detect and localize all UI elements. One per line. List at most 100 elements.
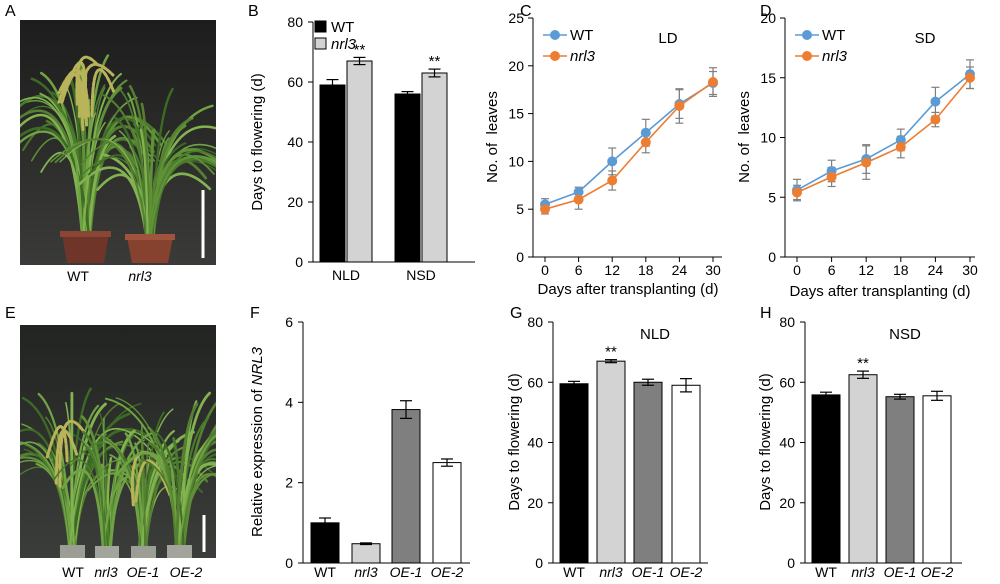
chart-panel-c: 0 5 10 15 20 25 No. of leaves C LD 0 6 12 18 24 30 Days… <box>484 3 722 298</box>
bar <box>596 360 626 564</box>
bar <box>351 543 381 564</box>
y-tick-label: 15 <box>760 70 776 86</box>
pots <box>60 231 175 263</box>
significance-mark: ** <box>354 41 366 58</box>
y-axis-label: No. of leaves <box>484 91 501 183</box>
y-tick-label: 0 <box>516 249 524 265</box>
x-tick-label: 0 <box>541 262 549 278</box>
y-tick-label: 20 <box>779 495 795 511</box>
data-point <box>640 137 651 148</box>
data-point <box>895 134 906 145</box>
y-tick-label: 0 <box>285 555 293 571</box>
bar <box>922 395 952 564</box>
category-label: OE-2 <box>921 564 954 580</box>
category-label: WT <box>314 564 336 580</box>
data-point <box>895 142 906 153</box>
panel-letter: G <box>510 305 522 322</box>
significance-mark: ** <box>429 53 441 70</box>
bar <box>885 396 915 564</box>
bar <box>310 522 340 564</box>
y-tick-label: 4 <box>285 394 293 410</box>
leaf <box>58 111 84 240</box>
category-label: nrl3 <box>599 564 623 580</box>
y-axis-label-text: Relative expression of <box>249 389 266 537</box>
legend-swatch <box>314 37 327 50</box>
data-point <box>861 157 872 168</box>
legend-marker <box>550 30 560 40</box>
panel-letter: B <box>248 3 259 20</box>
category-label: OE-1 <box>632 564 665 580</box>
significance-mark: ** <box>857 355 869 372</box>
chart-title: LD <box>658 30 677 47</box>
category-label: nrl3 <box>851 564 875 580</box>
bar <box>671 384 701 564</box>
photo-label-oe1: OE-1 <box>127 564 160 580</box>
y-axis-label: No. of leaves <box>736 91 753 183</box>
chart-title: NSD <box>889 326 921 343</box>
bar <box>559 383 589 564</box>
chart-title: NLD <box>640 326 670 343</box>
panel-letter: F <box>250 305 260 322</box>
significance-mark: ** <box>605 344 617 361</box>
y-tick-label: 10 <box>760 130 776 146</box>
data-point <box>607 175 618 186</box>
y-tick-label: 40 <box>779 435 795 451</box>
chart-panel-d: 0 5 10 15 20 No. of leaves D SD 0 6 12 18 24 30 Days a… <box>736 3 978 300</box>
x-tick-label: 24 <box>672 262 688 278</box>
data-point <box>826 171 837 182</box>
pot <box>131 546 156 558</box>
leaf <box>180 448 216 550</box>
category-label: nrl3 <box>354 564 378 580</box>
y-tick-label: 2 <box>285 475 293 491</box>
y-tick-label: 5 <box>768 189 776 205</box>
y-tick-label: 0 <box>787 555 795 571</box>
y-tick-label: 20 <box>760 10 776 26</box>
y-axis-label: Relative expression of NRL3 <box>249 346 266 537</box>
bar <box>633 381 663 564</box>
leaf <box>20 113 84 240</box>
x-tick-label: 12 <box>604 262 620 278</box>
rice-plants <box>20 54 216 242</box>
category-label: OE-1 <box>390 564 423 580</box>
leaf <box>68 427 157 549</box>
panicle <box>45 425 69 463</box>
panel-letter: C <box>520 3 532 20</box>
panel-e: E WT nrl3 OE-1 OE-2 <box>5 305 216 580</box>
leaf <box>68 75 85 240</box>
leaf <box>87 472 144 549</box>
leaf <box>148 155 216 242</box>
y-tick-label: 80 <box>779 314 795 330</box>
pot-wt <box>62 234 109 263</box>
category-label: OE-1 <box>884 564 917 580</box>
legend-marker <box>550 51 560 61</box>
panicle <box>81 68 88 122</box>
leaf <box>54 138 149 241</box>
leaf <box>148 128 156 242</box>
photo-label-nrl3: nrl3 <box>94 564 118 580</box>
photo-label-nrl3: nrl3 <box>128 268 152 284</box>
x-axis-label: Days after transplanting (d) <box>790 283 971 300</box>
y-axis-label-gene: NRL3 <box>249 346 266 385</box>
chart-panel-b: 0 20 40 60 80 Days to flowering (d) B ** NLD ** NS… <box>248 3 475 283</box>
x-tick-label: 18 <box>638 262 654 278</box>
panicle <box>58 419 87 488</box>
leaf <box>140 430 146 549</box>
x-tick-label: 30 <box>705 262 721 278</box>
series-line <box>544 82 714 206</box>
y-tick-label: 20 <box>287 194 303 210</box>
y-tick-label: 5 <box>516 201 524 217</box>
photo-background <box>20 20 216 265</box>
y-tick-label: 60 <box>287 74 303 90</box>
y-tick-label: 40 <box>527 435 543 451</box>
x-tick-label: 24 <box>928 262 944 278</box>
leaf <box>20 441 71 549</box>
pot <box>60 545 85 558</box>
panel-letter: D <box>760 3 772 20</box>
data-point <box>573 194 584 205</box>
category-label: NLD <box>332 267 360 283</box>
legend-label: WT <box>822 27 845 44</box>
leaf <box>65 401 75 549</box>
y-tick-label: 60 <box>527 374 543 390</box>
legend-label: nrl3 <box>570 48 596 65</box>
